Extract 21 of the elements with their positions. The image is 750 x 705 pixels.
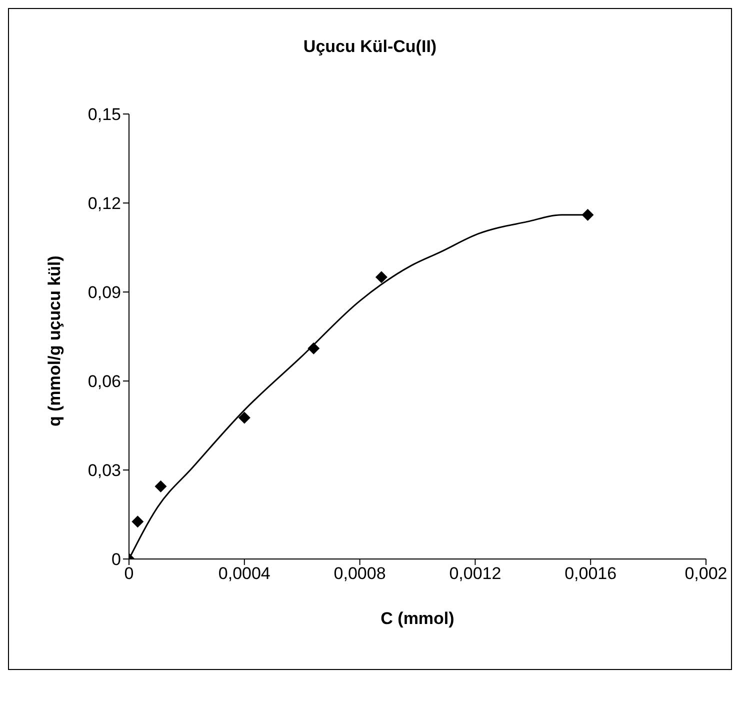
y-tick-label: 0,15 [88,105,121,124]
x-tick-label: 0,0016 [564,564,617,584]
point [308,342,320,354]
y-axis-title: q (mmol/g uçucu kül) [45,256,64,426]
point [154,480,167,492]
x-tick-label: 0,0004 [218,564,270,584]
point [375,271,388,284]
x-tick-label: 0,0012 [449,564,502,584]
y-tick-label: 0,09 [88,283,121,302]
point [238,412,250,424]
point [582,208,594,221]
x-tick-label: 0,0008 [334,564,386,584]
y-tick-label: 0,12 [88,194,121,214]
y-tick-label: 0 [112,550,121,570]
x-tick-label: 0 [124,564,134,584]
chart-title: Uçucu Kül-Cu(II) [302,37,438,57]
x-axis-title: C (mmol) [380,609,454,628]
x-tick-label: 0,002 [684,564,728,584]
point [132,516,144,528]
y-tick-label: 0,06 [88,372,121,392]
y-tick-label: 0,03 [88,461,121,480]
